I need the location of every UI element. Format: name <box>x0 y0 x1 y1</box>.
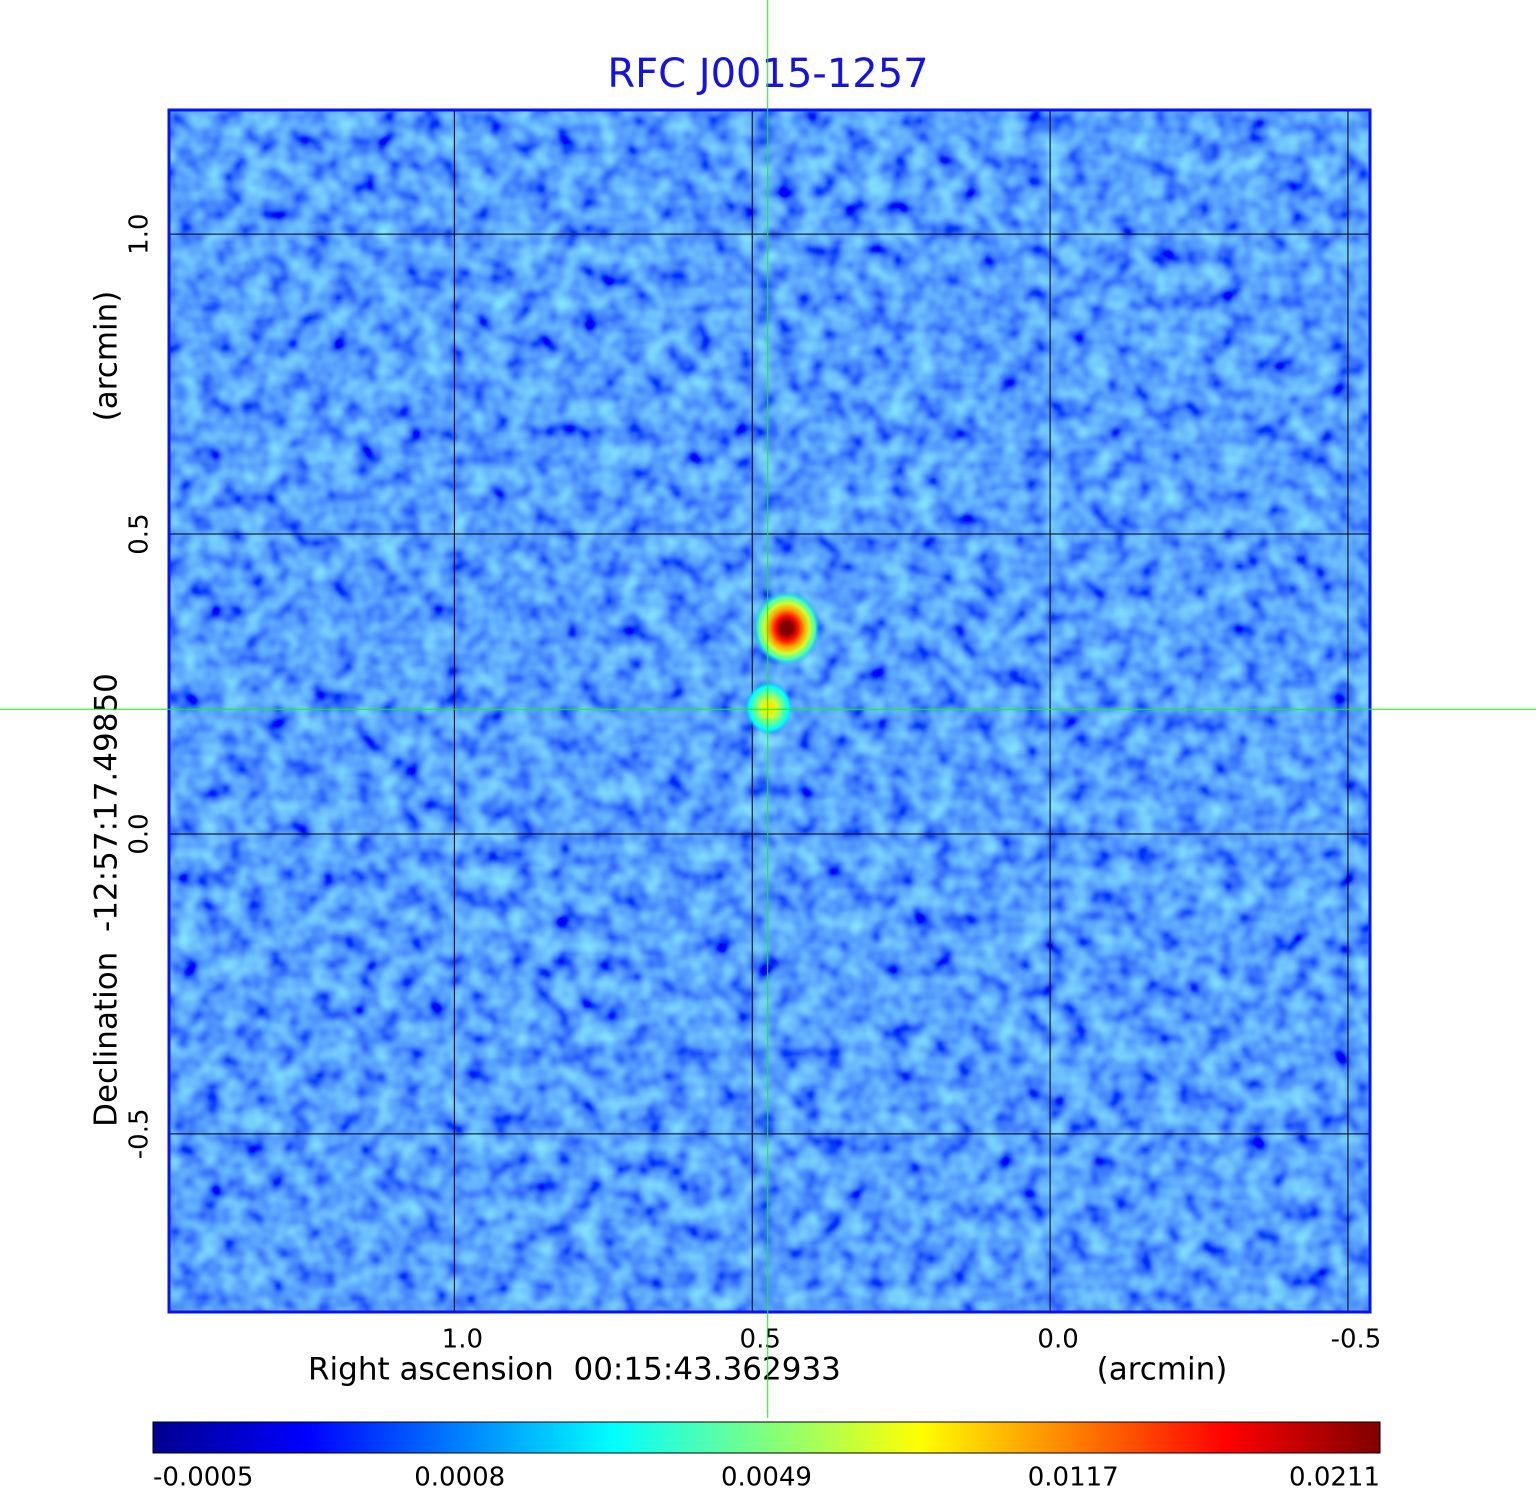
y-tick-label: 0.5 <box>125 513 155 554</box>
source <box>742 678 796 738</box>
y-tick-label: 1.0 <box>125 213 155 254</box>
x-tick-label: 0.0 <box>1037 1325 1078 1355</box>
y-tick-label: -0.5 <box>125 1108 155 1159</box>
x-tick-label: 1.0 <box>442 1325 483 1355</box>
y-tick-label: 0.0 <box>125 813 155 854</box>
colorbar-tick-label: 0.0211 <box>1289 1463 1380 1493</box>
source <box>748 586 825 671</box>
x-tick-label: 0.5 <box>740 1325 781 1355</box>
colorbar-tick-label: 0.0117 <box>1028 1463 1119 1493</box>
x-axis-label: Right ascension 00:15:43.362933 <box>308 1352 841 1388</box>
y-axis-unit: (arcmin) <box>89 291 125 422</box>
colorbar-tick-label: -0.0005 <box>153 1463 253 1493</box>
x-axis-unit: (arcmin) <box>1097 1352 1228 1388</box>
frame <box>167 108 1372 1314</box>
colorbar-tick-label: 0.0008 <box>414 1463 505 1493</box>
colorbar <box>152 1421 1381 1454</box>
y-axis-label: Declination -12:57:17.49850 <box>89 673 125 1127</box>
colorbar-tick-label: 0.0049 <box>721 1463 812 1493</box>
x-tick-label: -0.5 <box>1331 1325 1382 1355</box>
plot-area <box>169 110 1370 1312</box>
